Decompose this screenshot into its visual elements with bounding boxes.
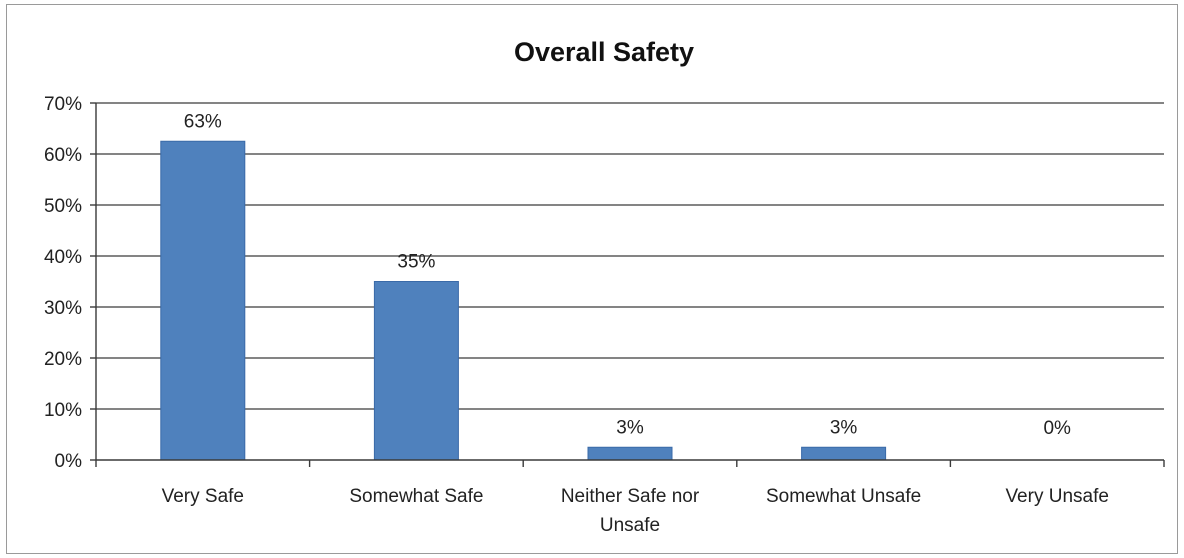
bar [587, 446, 673, 461]
x-axis-category-labels: Very Safe Somewhat Safe Neither Safe nor Un… [162, 486, 1109, 536]
x-category-label-line: Somewhat Unsafe [766, 486, 921, 507]
y-tick-label: 0% [55, 451, 83, 472]
x-category-label: Somewhat Unsafe [766, 486, 921, 507]
axes [95, 103, 1165, 467]
x-category-label-line: Somewhat Safe [349, 486, 483, 507]
x-category-label-line: Very Safe [162, 486, 244, 507]
x-category-label-line: Neither Safe nor [561, 486, 700, 507]
bar-chart: Overall Safety 0% 10% 20% 30% 40% 50% 60% 70% 6… [44, 37, 1165, 536]
y-tick-label: 10% [44, 400, 82, 421]
x-category-label: Very Unsafe [1005, 486, 1109, 507]
x-category-label: Very Safe [162, 486, 244, 507]
y-tick-label: 20% [44, 349, 82, 370]
y-tick-label: 60% [44, 145, 82, 166]
bar [373, 281, 459, 461]
chart-frame: Overall Safety 0% 10% 20% 30% 40% 50% 60% 70% 6… [6, 4, 1178, 554]
data-label: 63% [184, 111, 222, 132]
x-category-label-line: Very Unsafe [1005, 486, 1109, 507]
data-label: 35% [397, 252, 435, 273]
data-label: 3% [830, 417, 858, 438]
data-label: 3% [616, 417, 644, 438]
bar [160, 140, 246, 461]
y-tick-label: 30% [44, 298, 82, 319]
data-labels: 63% 35% 3% 3% 0% [184, 111, 1071, 439]
x-category-label: Neither Safe nor Unsafe [561, 486, 700, 536]
gridlines [90, 102, 1164, 461]
data-label: 0% [1043, 418, 1071, 439]
bars [160, 140, 887, 461]
x-category-label: Somewhat Safe [349, 486, 483, 507]
y-tick-label: 40% [44, 247, 82, 268]
y-axis-tick-labels: 0% 10% 20% 30% 40% 50% 60% 70% [44, 94, 82, 472]
y-tick-label: 50% [44, 196, 82, 217]
x-category-label-line: Unsafe [600, 515, 660, 536]
chart-title: Overall Safety [514, 37, 694, 67]
y-tick-label: 70% [44, 94, 82, 115]
bar [801, 446, 887, 461]
